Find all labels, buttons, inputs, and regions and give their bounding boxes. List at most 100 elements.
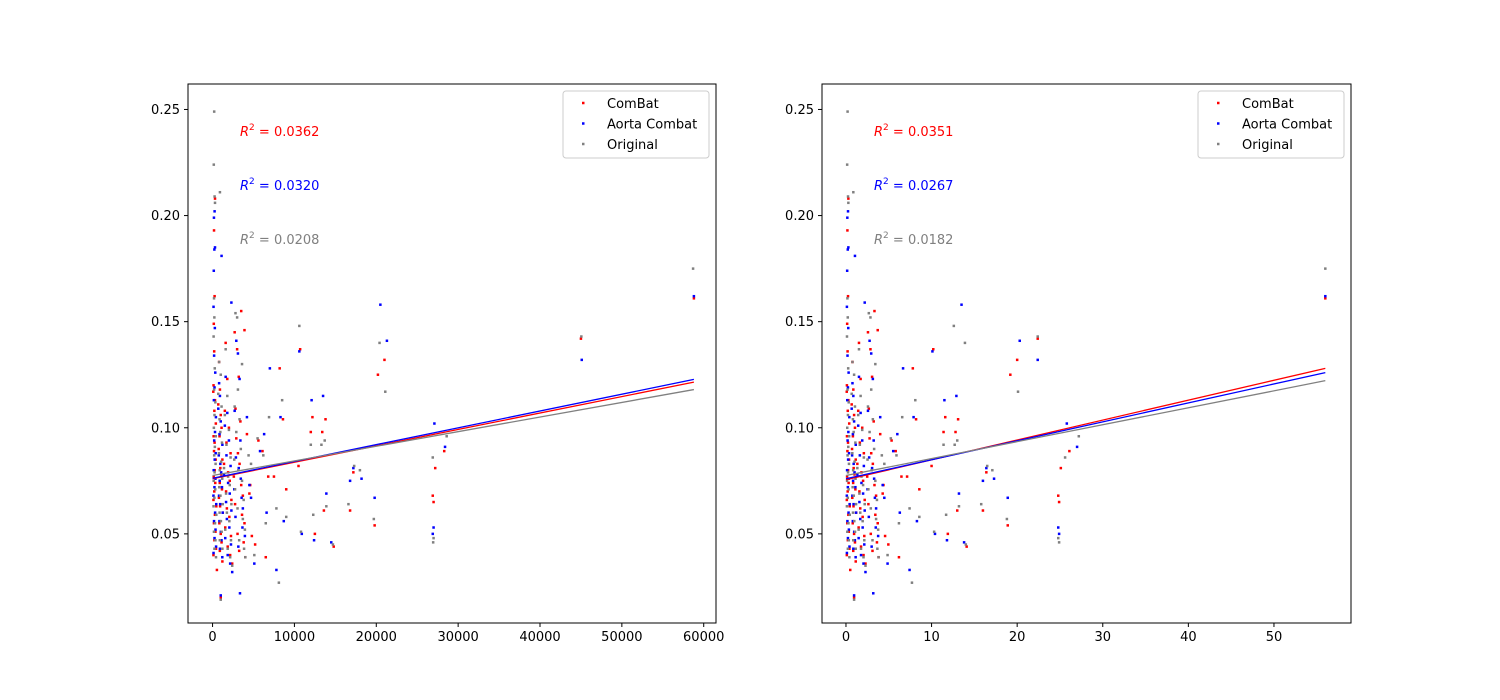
data-point — [213, 458, 216, 461]
data-point — [212, 435, 215, 438]
data-point — [845, 468, 849, 472]
data-point — [864, 570, 867, 574]
data-point — [845, 551, 849, 555]
data-point — [946, 532, 950, 536]
data-point — [846, 490, 849, 493]
data-point — [876, 328, 879, 332]
data-point — [851, 451, 854, 455]
data-point — [228, 555, 232, 559]
data-point — [846, 547, 850, 550]
data-point — [847, 435, 851, 438]
data-point — [233, 488, 237, 491]
series-original-points — [212, 110, 695, 601]
data-point — [234, 515, 237, 519]
data-point — [858, 454, 862, 457]
data-point — [860, 439, 864, 442]
data-point — [862, 464, 866, 468]
x-tick-label: 40000 — [519, 630, 560, 645]
legend-marker — [582, 122, 585, 125]
data-point — [956, 418, 960, 421]
data-point — [218, 549, 222, 553]
data-point — [218, 547, 222, 550]
data-point — [213, 471, 216, 474]
data-point — [213, 326, 217, 330]
data-point — [242, 498, 245, 502]
data-point — [897, 555, 901, 559]
data-point — [212, 305, 215, 309]
data-point — [965, 545, 968, 548]
data-point — [221, 458, 224, 461]
data-point — [226, 394, 229, 398]
data-point — [352, 464, 356, 468]
data-point — [213, 195, 216, 198]
data-point — [861, 519, 864, 523]
data-point — [981, 479, 985, 483]
data-point — [280, 398, 284, 402]
data-point — [908, 507, 911, 510]
data-point — [854, 477, 857, 480]
data-point — [863, 543, 866, 546]
data-point — [854, 458, 857, 461]
data-point — [212, 553, 215, 557]
data-point — [279, 415, 282, 419]
data-point — [213, 490, 216, 493]
r2-annotation: R2 = 0.0182 — [874, 231, 953, 248]
data-point — [1057, 532, 1061, 536]
data-point — [912, 415, 915, 419]
data-point — [213, 413, 216, 417]
data-point — [859, 545, 863, 548]
data-point — [212, 110, 216, 113]
data-point — [869, 348, 872, 351]
data-point — [220, 530, 223, 533]
data-point — [233, 502, 237, 506]
data-point — [372, 517, 376, 521]
data-point — [235, 339, 238, 343]
data-point — [433, 422, 436, 425]
data-point — [866, 458, 869, 461]
data-point — [218, 432, 221, 436]
data-point — [918, 488, 921, 491]
data-point — [874, 479, 877, 483]
data-point — [861, 479, 865, 483]
data-point — [214, 545, 218, 548]
data-point — [228, 553, 232, 557]
data-point — [226, 481, 230, 485]
data-point — [224, 536, 227, 540]
data-point — [213, 511, 217, 514]
data-point — [241, 494, 245, 497]
data-point — [1057, 494, 1060, 497]
data-point — [851, 511, 855, 514]
data-point — [220, 441, 224, 444]
data-point — [985, 464, 989, 468]
data-point — [217, 360, 221, 364]
data-point — [847, 462, 851, 466]
r2-value: 0.0267 — [908, 179, 954, 194]
data-point — [861, 526, 864, 529]
data-point — [215, 568, 219, 572]
data-point — [852, 430, 855, 434]
data-point — [932, 530, 936, 533]
data-point — [985, 466, 988, 470]
data-point — [226, 545, 229, 548]
data-point — [857, 528, 860, 531]
data-point — [332, 545, 335, 548]
data-point — [226, 553, 229, 557]
data-point — [862, 562, 865, 565]
data-point — [360, 477, 363, 480]
data-point — [213, 485, 216, 489]
data-point — [235, 348, 239, 351]
data-point — [876, 528, 880, 531]
data-point — [854, 441, 857, 444]
data-point — [859, 517, 862, 521]
data-point — [238, 592, 242, 595]
data-point — [846, 536, 850, 540]
data-point — [857, 536, 860, 540]
data-point — [846, 297, 849, 300]
data-point — [352, 471, 355, 474]
data-point — [217, 454, 221, 457]
data-point — [219, 430, 222, 434]
data-point — [213, 430, 217, 434]
data-point — [859, 553, 863, 557]
data-point — [253, 543, 257, 546]
data-point — [914, 398, 917, 402]
